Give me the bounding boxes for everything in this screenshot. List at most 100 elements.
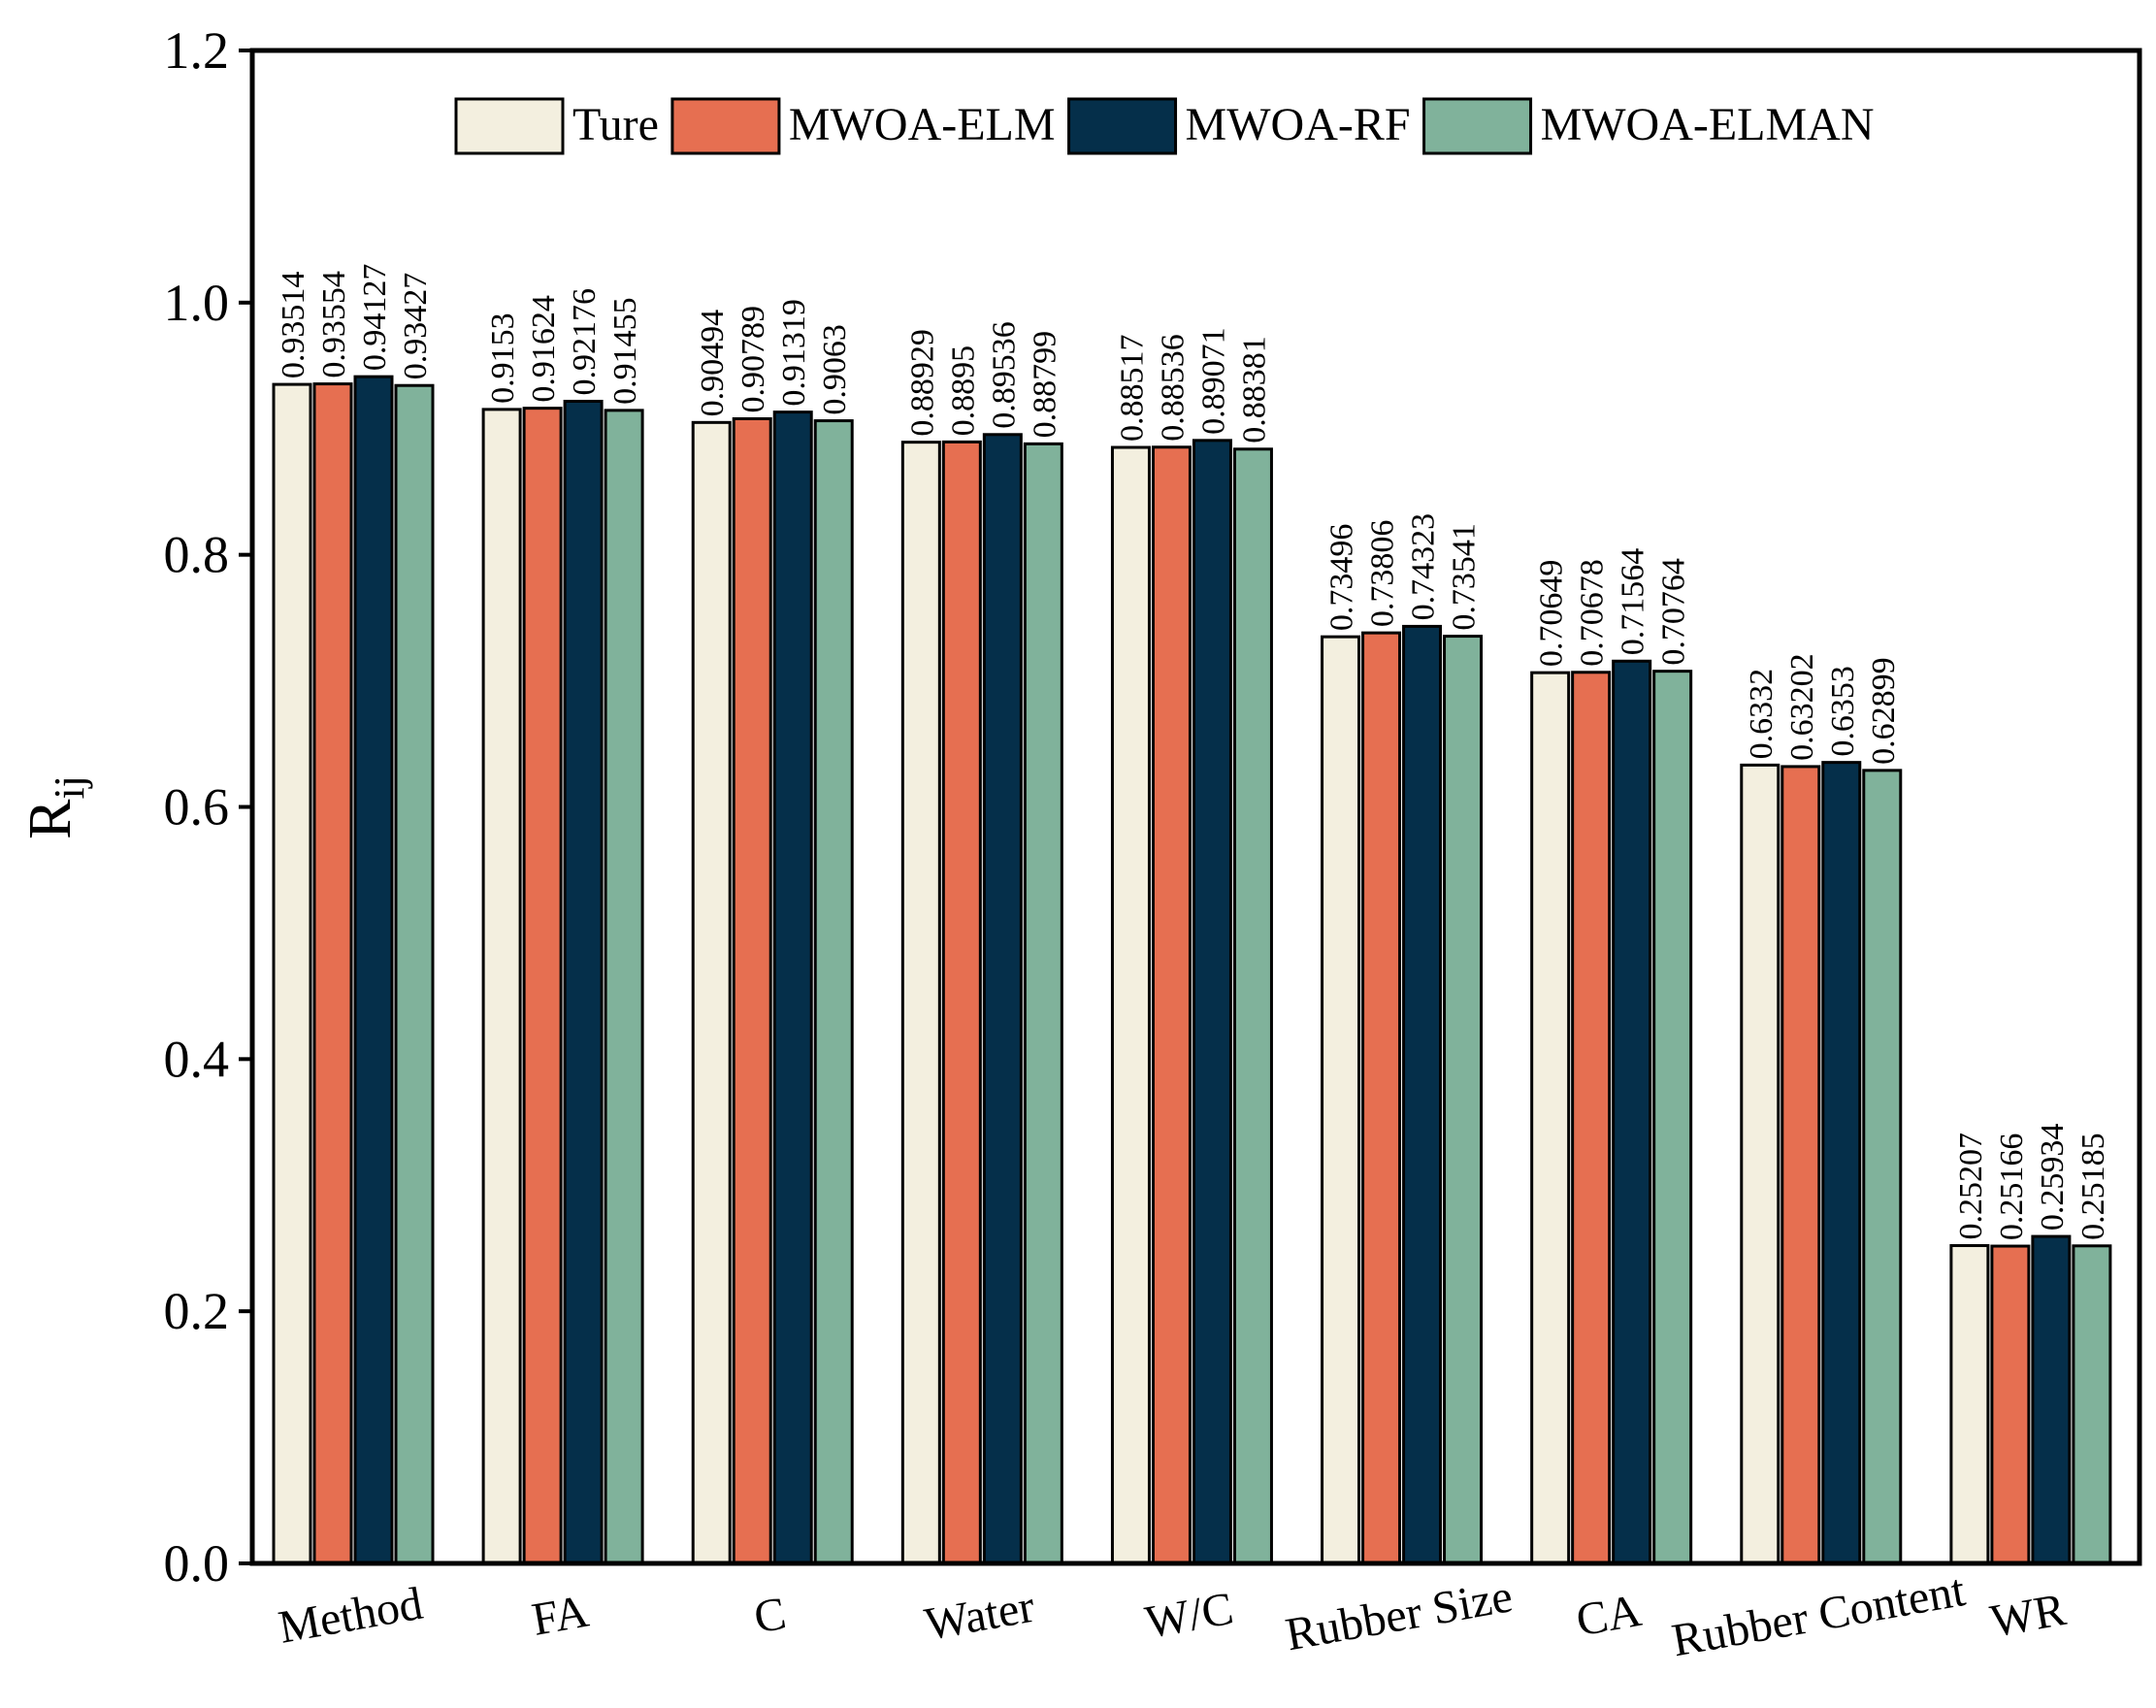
bar-ture-rubber-size: [1321, 635, 1361, 1565]
bar-value-label: 0.88536: [1155, 334, 1191, 442]
bar-value-label: 0.93554: [316, 271, 352, 378]
bar-mwoa-elman-method: [394, 383, 435, 1565]
bar-mwoa-elman-water: [1023, 442, 1063, 1565]
bar-value-label: 0.89536: [986, 321, 1022, 429]
bar-mwoa-rf-c: [772, 411, 813, 1565]
bar-mwoa-elman-fa: [604, 409, 644, 1565]
x-category-label: CA: [1573, 1585, 1646, 1647]
bar-value-label: 0.70649: [1534, 560, 1570, 668]
bar-value-label: 0.74323: [1406, 513, 1442, 621]
bar-mwoa-rf-rubber-size: [1402, 624, 1443, 1565]
legend-label: MWOA-ELMAN: [1541, 99, 1875, 150]
bar-mwoa-elman-wr: [2072, 1244, 2112, 1565]
bar-ture-rubber-content: [1740, 763, 1780, 1565]
bar-value-label: 0.88381: [1236, 336, 1272, 443]
bar-mwoa-elm-rubber-size: [1361, 631, 1402, 1565]
bar-value-label: 0.6332: [1744, 669, 1780, 760]
bar-mwoa-rf-ca: [1612, 659, 1652, 1565]
bar-value-label: 0.25934: [2035, 1124, 2071, 1232]
bar-value-label: 0.71564: [1616, 548, 1651, 656]
bar-ture-fa: [481, 408, 522, 1565]
bar-mwoa-elman-rubber-size: [1443, 635, 1484, 1565]
bar-value-label: 0.91455: [607, 297, 643, 405]
bar-mwoa-rf-rubber-content: [1821, 761, 1862, 1565]
bar-value-label: 0.88517: [1114, 335, 1150, 443]
bar-value-label: 0.90494: [695, 310, 731, 417]
y-axis-title-subscript: ij: [46, 775, 93, 799]
bar-ture-w-c: [1110, 445, 1151, 1565]
y-tick-label: 0.4: [164, 1030, 230, 1088]
bar-value-label: 0.9063: [817, 324, 853, 415]
bar-value-label: 0.73496: [1324, 524, 1360, 632]
bar-value-label: 0.92176: [567, 288, 603, 396]
bar-mwoa-rf-w-c: [1192, 439, 1232, 1565]
bar-mwoa-elm-c: [732, 416, 772, 1565]
legend-swatch-mwoa-elm: [670, 97, 781, 155]
bar-ture-method: [272, 382, 312, 1565]
bar-mwoa-rf-water: [982, 433, 1023, 1565]
legend: Ture MWOA-ELM MWOA-RF MWOA-ELMAN: [454, 97, 1875, 155]
bar-value-label: 0.88929: [904, 329, 940, 436]
bar-value-label: 0.94127: [357, 264, 393, 372]
bar-value-label: 0.6353: [1825, 666, 1861, 757]
x-category-label: Rubber Content: [1668, 1564, 1970, 1666]
x-category-label: FA: [528, 1586, 592, 1646]
bar-mwoa-elm-w-c: [1151, 445, 1192, 1565]
bar-value-label: 0.70764: [1656, 558, 1692, 666]
legend-swatch-mwoa-elman: [1422, 97, 1533, 155]
bar-ture-ca: [1530, 671, 1571, 1565]
bar-value-label: 0.90789: [735, 306, 771, 413]
bar-ture-c: [691, 420, 732, 1565]
bar-value-label: 0.25166: [1994, 1133, 2030, 1241]
y-tick-label: 0.0: [164, 1534, 230, 1593]
x-axis: Method FA C Water W/C Rubber Size CA Rubber Con…: [275, 1564, 2070, 1666]
x-category-label: C: [750, 1588, 790, 1644]
bar-value-label: 0.62899: [1866, 657, 1902, 765]
y-tick-label: 0.8: [164, 526, 230, 584]
bar-mwoa-elm-water: [941, 440, 982, 1565]
y-tick-label: 0.2: [164, 1282, 230, 1340]
bar-value-label: 0.93427: [398, 273, 434, 380]
bar-mwoa-elm-rubber-content: [1780, 765, 1821, 1565]
bar-mwoa-elman-rubber-content: [1862, 769, 1903, 1565]
bar-value-label: 0.63202: [1784, 653, 1820, 761]
x-category-label: Method: [275, 1578, 426, 1654]
bar-value-label: 0.8895: [945, 345, 981, 436]
x-category-label: Rubber Size: [1282, 1570, 1517, 1660]
legend-swatch-mwoa-rf: [1067, 97, 1178, 155]
bar-mwoa-elm-method: [312, 382, 353, 1565]
bar-mwoa-elman-c: [813, 419, 854, 1565]
bar-value-label: 0.70678: [1575, 559, 1611, 667]
x-category-label: Water: [921, 1581, 1038, 1651]
value-labels-layer: 0.93514 0.93554 0.94127 0.93427 0.9153 0.9162…: [276, 264, 2111, 1240]
bar-mwoa-elm-fa: [522, 407, 563, 1565]
bar-value-label: 0.88799: [1027, 331, 1062, 439]
y-axis-title: Rij: [17, 775, 93, 839]
x-category-label: W/C: [1142, 1583, 1237, 1649]
bar-value-label: 0.25207: [1953, 1133, 1989, 1240]
bar-mwoa-elm-ca: [1571, 671, 1612, 1565]
bars-layer: [272, 375, 2112, 1565]
bar-value-label: 0.91624: [526, 295, 562, 403]
bar-mwoa-elm-wr: [1990, 1244, 2031, 1565]
y-axis: 0.0 0.2 0.4 0.6 0.8 1.0 1.2: [164, 21, 252, 1593]
y-tick-label: 1.2: [164, 21, 230, 80]
bar-mwoa-rf-fa: [563, 399, 604, 1565]
y-axis-title-main: R: [17, 799, 83, 839]
bar-value-label: 0.9153: [485, 312, 521, 404]
bar-ture-water: [900, 441, 941, 1565]
x-category-label: WR: [1987, 1584, 2070, 1648]
legend-swatch-ture: [454, 97, 565, 155]
legend-label: MWOA-ELM: [789, 99, 1056, 150]
bar-ture-wr: [1949, 1244, 1990, 1565]
bar-value-label: 0.91319: [776, 299, 812, 407]
legend-label: MWOA-RF: [1186, 99, 1411, 150]
bar-mwoa-rf-method: [353, 375, 394, 1565]
bar-value-label: 0.93514: [276, 272, 311, 379]
legend-label: Ture: [572, 99, 659, 150]
bar-value-label: 0.73806: [1365, 520, 1401, 628]
y-tick-label: 0.6: [164, 778, 230, 837]
bar-mwoa-elman-w-c: [1232, 447, 1273, 1565]
y-tick-label: 1.0: [164, 274, 230, 332]
